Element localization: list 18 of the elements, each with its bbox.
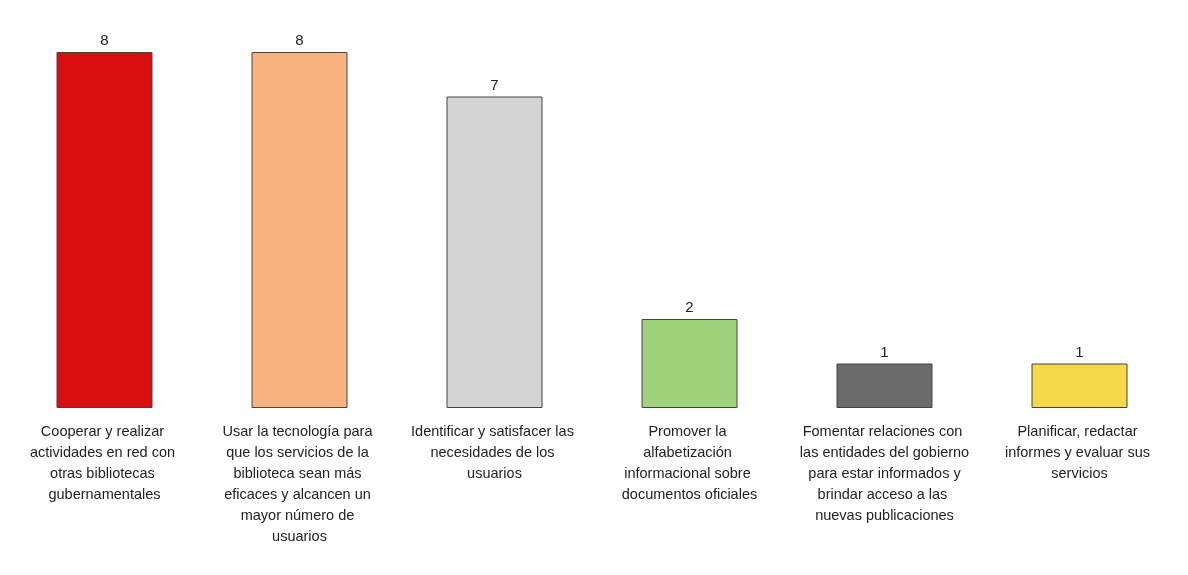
bar: [251, 52, 348, 408]
data-label: 7: [490, 75, 499, 93]
x-tick-label: Cooperar y realizar actividades en red con otras bibliotecas gubernamentales: [29, 422, 180, 502]
x-tick-label: Fomentar relaciones con las entidades del gobierno para estar informados y brindar acceso a las nuevas publicaciones: [799, 422, 970, 523]
data-label: 1: [1075, 342, 1084, 360]
x-tick-label: Planificar, redactar informes y evaluar sus servicios: [1004, 422, 1155, 481]
bar: [1031, 363, 1128, 408]
x-tick-label: Usar la tecnología para que los servicios de la biblioteca sean más eficaces y alcancen un mayor número de usuarios: [222, 422, 377, 544]
x-tick-label: Promover la alfabetización informacional sobre documentos oficiales: [621, 422, 758, 502]
data-label: 8: [100, 31, 109, 48]
data-label: 2: [685, 298, 694, 315]
bar: [56, 52, 153, 408]
x-tick-label: Identificar y satisfacer las necesidades de los usuarios: [411, 422, 578, 481]
data-label: 8: [295, 31, 304, 48]
data-label: 1: [880, 342, 889, 360]
bar: [446, 96, 543, 408]
bar: [641, 319, 738, 408]
bar: [836, 363, 933, 408]
